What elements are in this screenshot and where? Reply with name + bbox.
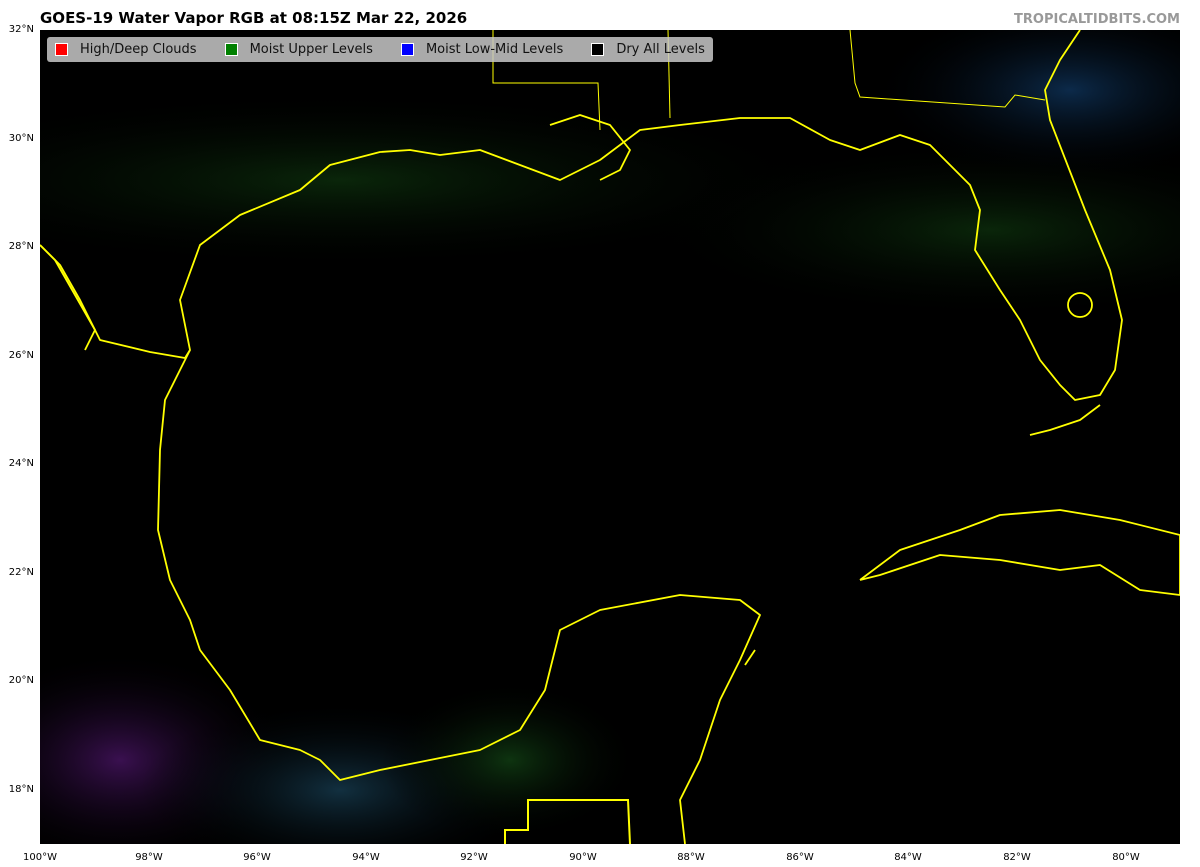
site-credit: TROPICALTIDBITS.COM (1014, 12, 1180, 27)
lon-label: 84°W (894, 852, 922, 863)
lon-label: 92°W (460, 852, 488, 863)
us-gulf-coastline (40, 30, 1123, 401)
lat-label: 20°N (8, 675, 34, 686)
legend-label: Moist Low-Mid Levels (425, 42, 564, 57)
map-title: GOES-19 Water Vapor RGB at 08:15Z Mar 22… (40, 9, 468, 27)
legend-label: Dry All Levels (616, 42, 705, 57)
moisture-yucatan (380, 680, 640, 840)
legend-item-moist-upper: Moist Upper Levels (224, 42, 373, 57)
border-mexico-guatemala (504, 799, 631, 844)
green-swatch-icon (224, 43, 238, 56)
lon-label: 86°W (786, 852, 814, 863)
lon-label: 88°W (677, 852, 705, 863)
mississippi-delta (549, 114, 631, 181)
cuba-coastline (859, 509, 1180, 596)
legend: High/Deep Clouds Moist Upper Levels Mois… (47, 37, 713, 62)
lon-label: 100°W (23, 852, 57, 863)
mexico-coastline (157, 349, 761, 844)
legend-label: High/Deep Clouds (80, 42, 197, 57)
legend-item-high-deep-clouds: High/Deep Clouds (55, 42, 197, 57)
texas-inland-coast (40, 244, 96, 351)
lat-label: 30°N (8, 133, 34, 144)
red-swatch-icon (55, 43, 68, 56)
lon-label: 96°W (243, 852, 271, 863)
legend-item-moist-low-mid: Moist Low-Mid Levels (400, 42, 564, 57)
lon-label: 80°W (1112, 852, 1140, 863)
blue-swatch-icon (400, 43, 414, 56)
satellite-map (40, 30, 1180, 844)
lat-label: 26°N (8, 350, 34, 361)
lon-label: 94°W (352, 852, 380, 863)
lat-label: 22°N (8, 567, 34, 578)
black-swatch-icon (591, 43, 605, 56)
lat-label: 32°N (8, 24, 34, 35)
cancun-island (744, 649, 756, 666)
lon-label: 82°W (1003, 852, 1031, 863)
lake-okeechobee (1067, 292, 1093, 318)
moisture-northeast (870, 30, 1180, 180)
florida-keys (1029, 404, 1101, 436)
lon-label: 90°W (569, 852, 597, 863)
legend-label: Moist Upper Levels (249, 42, 373, 57)
lon-label: 98°W (135, 852, 163, 863)
lat-label: 24°N (8, 458, 34, 469)
water-vapor-imagery (40, 30, 1180, 844)
lat-label: 28°N (8, 241, 34, 252)
moisture-band-east (640, 140, 1180, 320)
lat-label: 18°N (8, 784, 34, 795)
moisture-band-north (40, 90, 840, 270)
legend-item-dry: Dry All Levels (591, 42, 705, 57)
state-border-al-fl (849, 30, 1046, 108)
